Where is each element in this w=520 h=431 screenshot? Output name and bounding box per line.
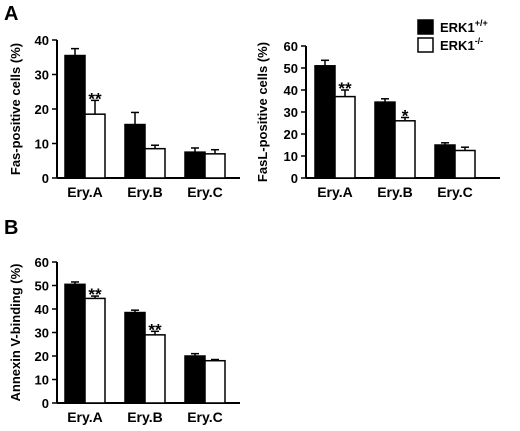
panel-label-b: B [4,217,18,239]
y-tick-label: 40 [284,83,298,98]
bar-ko [454,149,476,179]
y-tick-label: 30 [35,68,49,83]
bar-ko [144,147,166,179]
bar-wt [64,54,86,179]
bar-wt [184,355,206,404]
x-category-label: Ery.A [67,409,103,425]
bar-wt [124,123,146,179]
bar-ko [334,95,356,179]
x-category-label: Ery.B [127,409,163,425]
y-axis-label: FasL-positive cells (%) [255,42,270,182]
legend: ERK1+/+ ERK1-/- [417,18,488,53]
bar-wt [124,311,146,404]
chart-annexin-binding: 0 10 20 30 40 50 60 Annexin V-binding (%) Ery.A E… [8,255,240,425]
bar-ko [394,120,416,179]
y-tick-label: 60 [35,255,49,270]
significance-marker: ** [148,320,162,339]
legend-label-ko: ERK1-/- [440,36,483,53]
y-tick-label: 60 [284,39,298,54]
x-category-label: Ery.A [317,184,353,200]
y-tick-label: 20 [35,349,49,364]
y-tick-label: 0 [291,171,298,186]
y-tick-label: 10 [284,149,298,164]
x-category-label: Ery.C [437,184,473,200]
significance-marker: * [402,107,409,126]
y-tick-label: 20 [35,102,49,117]
panel-label-a: A [4,3,18,25]
y-tick-label: 50 [35,279,49,294]
x-category-label: Ery.C [187,184,223,200]
x-category-label: Ery.C [187,409,223,425]
bar-wt [434,144,456,179]
bar-ko [144,334,166,404]
chart-fas-positive: 0 10 20 30 40 Fas-positive cells (%) Ery.A Ery.… [8,33,240,200]
y-tick-label: 50 [284,61,298,76]
y-axis-label: Annexin V-binding (%) [8,264,23,402]
y-tick-label: 40 [35,302,49,317]
x-category-label: Ery.B [377,184,413,200]
bar-wt [314,65,336,179]
legend-swatch-wt [417,19,434,35]
significance-marker: ** [88,89,102,108]
significance-marker: ** [88,285,102,304]
bar-ko [84,297,106,404]
y-tick-label: 10 [35,373,49,388]
y-tick-label: 20 [284,127,298,142]
legend-label-wt: ERK1+/+ [440,18,488,35]
y-axis-label: Fas-positive cells (%) [8,43,23,175]
bar-wt [374,101,396,179]
bar-wt [64,283,86,404]
bar-ko [84,113,106,179]
y-tick-label: 30 [35,326,49,341]
legend-swatch-ko [417,37,434,53]
y-tick-label: 30 [284,105,298,120]
y-tick-label: 10 [35,137,49,152]
y-tick-label: 40 [35,33,49,48]
x-category-label: Ery.A [67,184,103,200]
significance-marker: ** [338,79,352,98]
bar-ko [204,153,226,179]
y-tick-label: 0 [42,396,49,411]
y-tick-label: 0 [42,171,49,186]
x-category-label: Ery.B [127,184,163,200]
chart-fasl-positive: 0 10 20 30 40 50 60 FasL-positive cells (%) Ery.… [255,39,500,200]
bar-wt [184,151,206,179]
bar-ko [204,359,226,404]
